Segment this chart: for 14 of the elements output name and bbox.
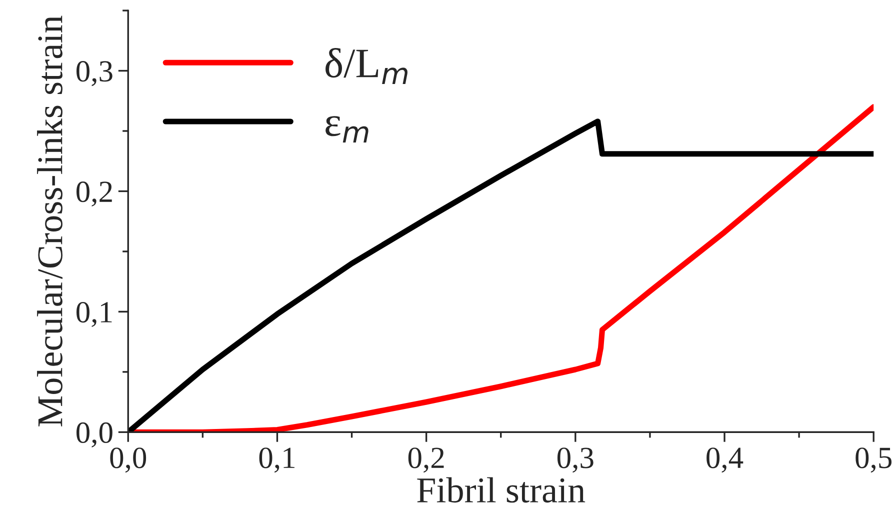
y-tick-label: 0,1 [76,302,112,327]
x-tick-label: 0,4 [706,448,744,473]
y-tick-label: 0,0 [76,422,112,448]
x-tick-label: 0,5 [856,448,892,473]
x-tick-label: 0,3 [557,448,594,473]
x-tick-label: 0,0 [110,448,146,473]
y-axis-title: Molecular/Cross-links strain [37,16,62,426]
x-tick-label: 0,1 [259,448,294,473]
y-tick-label: 0,3 [76,61,112,86]
x-tick-label: 0,2 [408,448,444,473]
y-tick-label: 0,2 [76,182,112,207]
legend-label: δ/L$_{m}$ [326,48,408,84]
legend-label: ε$_{m}$ [326,116,368,143]
x-axis-title: Fibril strain [417,477,586,503]
